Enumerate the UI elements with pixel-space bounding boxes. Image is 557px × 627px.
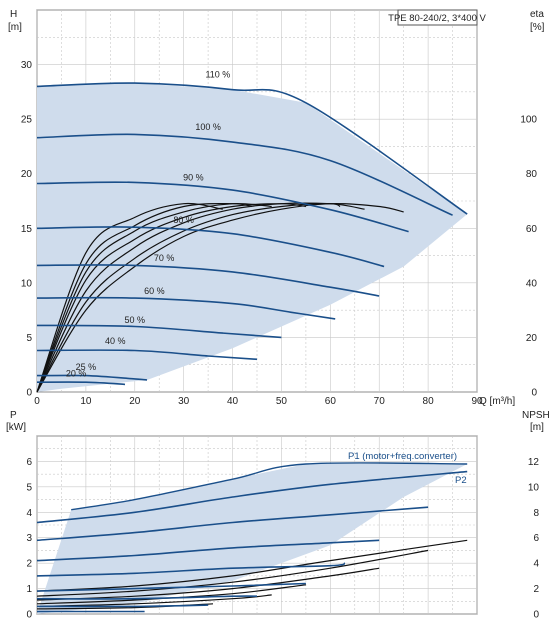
title-box — [397, 9, 478, 26]
speed-label: 50 % — [125, 315, 146, 325]
efficiency-tick-labels: 0 20 40 60 80 100 — [520, 115, 537, 399]
power-curve — [36, 539, 380, 562]
flow-tick-label: 40 — [227, 396, 239, 407]
efficiency-axis-label: eta — [530, 9, 544, 20]
head-tick-label: 30 — [21, 60, 33, 71]
p2-annotation: P2 — [455, 475, 467, 486]
flow-axis-label: Q [m³/h] — [479, 396, 515, 407]
speed-label: 80 % — [173, 215, 194, 225]
head-curve — [36, 82, 468, 215]
efficiency-tick-label: 0 — [531, 388, 537, 399]
npsh-tick-labels: 0 2 4 6 8 10 12 — [528, 457, 540, 621]
efficiency-tick-label: 100 — [520, 115, 537, 126]
efficiency-curves — [36, 202, 404, 393]
efficiency-curve — [36, 202, 341, 393]
flow-tick-label: 0 — [34, 396, 40, 407]
efficiency-tick-label: 20 — [526, 333, 538, 344]
head-curve — [36, 374, 148, 381]
efficiency-axis-unit: [%] — [530, 22, 545, 33]
npsh-curve — [36, 567, 380, 601]
head-tick-label: 0 — [26, 388, 32, 399]
flow-tick-label: 90 — [471, 396, 483, 407]
p1-annotation: P1 (motor+freq.converter) — [348, 451, 457, 462]
npsh-tick-label: 2 — [533, 584, 539, 595]
chart-title: TPE 80-240/2, 3*400 V — [388, 13, 486, 24]
speed-label: 25 % — [76, 362, 97, 372]
power-tick-label: 2 — [26, 559, 32, 570]
p1-curve — [71, 462, 468, 511]
power-curve — [36, 604, 209, 608]
efficiency-curve — [36, 203, 253, 393]
npsh-tick-label: 4 — [533, 559, 539, 570]
head-tick-labels: 0 5 10 15 20 25 30 — [21, 60, 33, 398]
head-tick-label: 10 — [21, 278, 33, 289]
power-tick-label: 4 — [26, 508, 32, 519]
power-operating-area — [37, 464, 468, 614]
flow-tick-label: 80 — [423, 396, 435, 407]
flow-tick-label: 30 — [178, 396, 190, 407]
head-curve — [36, 226, 385, 268]
speed-labels: 110 % 100 % 90 % 80 % 70 % 60 % 50 % 40 % 25 %20… — [66, 70, 230, 379]
head-curve — [36, 349, 258, 361]
npsh-axis-unit: [m] — [530, 422, 544, 433]
head-operating-area — [37, 83, 468, 392]
flow-tick-label: 50 — [276, 396, 288, 407]
head-curve — [36, 264, 380, 297]
npsh-curve — [36, 549, 429, 597]
speed-label: 60 % — [144, 286, 165, 296]
npsh-tick-label: 8 — [533, 508, 539, 519]
flow-tick-labels: 0 10 20 30 40 50 60 70 80 90 — [34, 396, 483, 407]
head-efficiency-panel: 110 %100 %90 %80 %70 %60 %50 %40 %25 %20… — [8, 9, 545, 407]
head-axis-unit: [m] — [8, 22, 22, 33]
head-curves — [36, 82, 468, 386]
head-curve — [36, 133, 453, 216]
power-curves — [36, 462, 468, 613]
efficiency-tick-label: 40 — [526, 278, 538, 289]
flow-tick-label: 70 — [374, 396, 386, 407]
efficiency-curve — [36, 203, 404, 393]
speed-label: 40 % — [105, 336, 126, 346]
flow-tick-label: 60 — [325, 396, 337, 407]
power-tick-labels: 0 1 2 3 4 5 6 — [26, 457, 32, 621]
head-curve — [36, 296, 336, 320]
npsh-tick-label: 0 — [533, 610, 539, 621]
power-curve — [36, 562, 346, 577]
npsh-tick-label: 12 — [528, 457, 540, 468]
flow-tick-label: 20 — [129, 396, 141, 407]
head-tick-label: 15 — [21, 224, 33, 235]
head-tick-label: 20 — [21, 169, 33, 180]
efficiency-curve — [36, 202, 223, 393]
power-curve — [36, 582, 306, 592]
speed-label: 100 % — [195, 122, 221, 132]
power-tick-label: 1 — [26, 584, 32, 595]
power-tick-label: 5 — [26, 482, 32, 493]
speed-label: 90 % — [183, 172, 204, 182]
head-curve — [36, 324, 282, 339]
power-axis-unit: [kW] — [6, 422, 26, 433]
power-axis-label: P — [10, 410, 17, 421]
head-curve — [36, 181, 409, 233]
power-tick-label: 0 — [26, 610, 32, 621]
power-curve — [36, 595, 258, 600]
head-axis-label: H — [10, 9, 17, 20]
npsh-tick-label: 6 — [533, 533, 539, 544]
flow-tick-label: 10 — [80, 396, 92, 407]
power-tick-label: 3 — [26, 533, 32, 544]
efficiency-tick-label: 60 — [526, 224, 538, 235]
power-curve — [36, 506, 429, 542]
power-tick-label: 6 — [26, 457, 32, 468]
speed-label: 70 % — [154, 253, 175, 263]
speed-label: 20 % — [66, 369, 87, 379]
npsh-tick-label: 10 — [528, 482, 540, 493]
p2-curve — [36, 470, 468, 524]
efficiency-tick-label: 80 — [526, 169, 538, 180]
head-tick-label: 5 — [26, 333, 32, 344]
npsh-axis-label: NPSH — [522, 410, 550, 421]
head-tick-label: 25 — [21, 115, 33, 126]
head-curve — [36, 381, 126, 386]
npsh-curve — [36, 539, 468, 592]
speed-label: 110 % — [205, 70, 230, 80]
